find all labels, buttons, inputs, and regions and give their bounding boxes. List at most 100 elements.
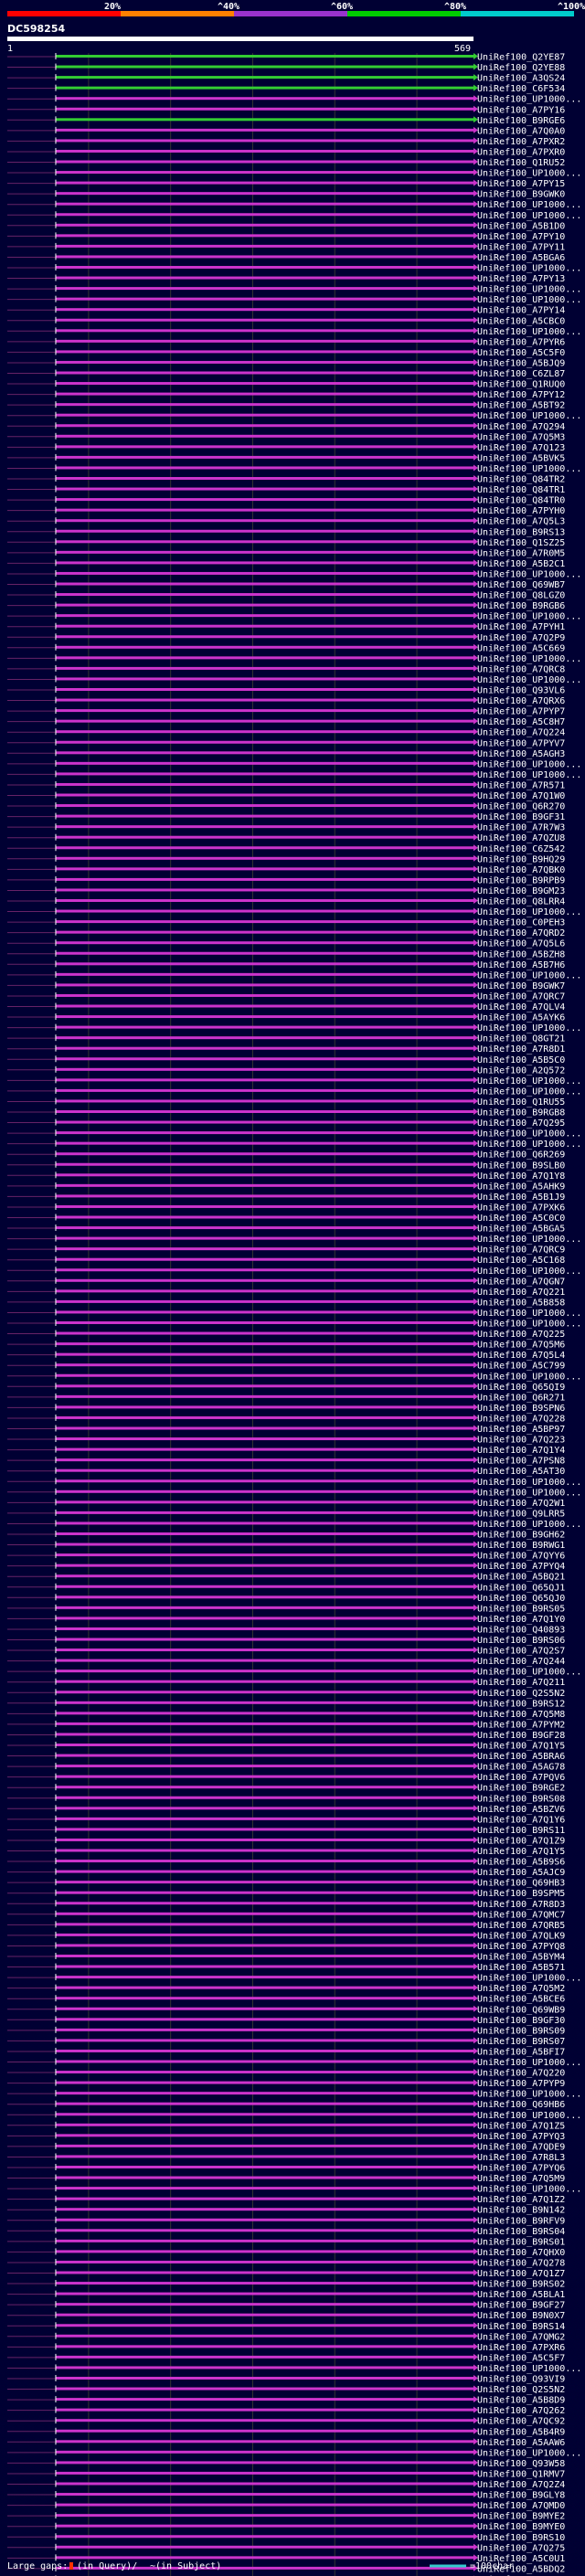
hit-label[interactable]: UniRef100_UP1000...: [477, 1974, 581, 1984]
hit-label[interactable]: UniRef100_UP1000...: [477, 1140, 581, 1150]
hit-row[interactable]: UniRef100_UP1000...: [7, 1320, 581, 1330]
hit-label[interactable]: UniRef100_Q69HB6: [477, 2100, 565, 2110]
hit-row[interactable]: UniRef100_A7QHX0: [7, 2248, 565, 2258]
hit-label[interactable]: UniRef100_A5BRA6: [477, 1752, 565, 1762]
hit-row[interactable]: UniRef100_C6F534: [7, 84, 565, 94]
hit-row[interactable]: UniRef100_A7R8L3: [7, 2153, 565, 2163]
hit-label[interactable]: UniRef100_A5B571: [477, 1963, 565, 1973]
hit-label[interactable]: UniRef100_Q9LRR5: [477, 1509, 565, 1519]
hit-row[interactable]: UniRef100_UP1000...: [7, 907, 581, 917]
hit-label[interactable]: UniRef100_A7Q244: [477, 1657, 565, 1667]
hit-label[interactable]: UniRef100_A7QRC7: [477, 991, 565, 1002]
hit-row[interactable]: UniRef100_A3QS24: [7, 74, 565, 84]
hit-label[interactable]: UniRef100_A7Q1Z2: [477, 2195, 565, 2205]
hit-row[interactable]: UniRef100_A7Q1Y5: [7, 1742, 565, 1752]
hit-label[interactable]: UniRef100_UP1000...: [477, 295, 581, 305]
hit-row[interactable]: UniRef100_A5BZV6: [7, 1805, 565, 1815]
hit-label[interactable]: UniRef100_A7PYQ6: [477, 2164, 565, 2174]
hit-row[interactable]: UniRef100_A7Q5M2: [7, 1984, 565, 1994]
hit-row[interactable]: UniRef100_Q8LGZ0: [7, 591, 565, 601]
hit-label[interactable]: UniRef100_A7PXR6: [477, 2343, 565, 2353]
hit-label[interactable]: UniRef100_UP1000...: [477, 1087, 581, 1097]
hit-row[interactable]: UniRef100_Q2S5N2: [7, 2385, 565, 2395]
hit-label[interactable]: UniRef100_A7Q294: [477, 422, 565, 432]
hit-row[interactable]: UniRef100_B9RWG1: [7, 1541, 565, 1551]
hit-row[interactable]: UniRef100_A7Q1Z2: [7, 2195, 565, 2205]
hit-label[interactable]: UniRef100_Q2YE88: [477, 63, 565, 73]
hit-label[interactable]: UniRef100_Q8GT21: [477, 1034, 565, 1044]
hit-label[interactable]: UniRef100_UP1000...: [477, 759, 581, 769]
hit-label[interactable]: UniRef100_A5C669: [477, 643, 565, 653]
hit-label[interactable]: UniRef100_A5CBC0: [477, 316, 565, 326]
hit-row[interactable]: UniRef100_B9GLY8: [7, 2491, 565, 2501]
hit-row[interactable]: UniRef100_A7Q1Y0: [7, 1615, 565, 1625]
hit-row[interactable]: UniRef100_A2Q572: [7, 1065, 565, 1076]
hit-row[interactable]: UniRef100_UP1000...: [7, 612, 581, 622]
hit-row[interactable]: UniRef100_UP1000...: [7, 770, 581, 780]
hit-label[interactable]: UniRef100_A5BZV6: [477, 1805, 565, 1815]
hit-label[interactable]: UniRef100_A5B1D0: [477, 221, 565, 231]
hit-row[interactable]: UniRef100_A7Q2W1: [7, 1499, 565, 1509]
hit-row[interactable]: UniRef100_C0PEH3: [7, 918, 565, 928]
hit-row[interactable]: UniRef100_A5C8H7: [7, 717, 565, 727]
hit-label[interactable]: UniRef100_A7PYP9: [477, 2079, 565, 2089]
hit-label[interactable]: UniRef100_A7QRC8: [477, 664, 565, 674]
hit-row[interactable]: UniRef100_B9RS10: [7, 2533, 565, 2543]
hit-row[interactable]: UniRef100_A7PXR0: [7, 147, 565, 157]
hit-label[interactable]: UniRef100_A7PYQ8: [477, 1942, 565, 1952]
hit-row[interactable]: UniRef100_A7QDE9: [7, 2142, 565, 2152]
hit-row[interactable]: UniRef100_UP1000...: [7, 2058, 581, 2068]
hit-label[interactable]: UniRef100_UP1000...: [477, 907, 581, 917]
hit-label[interactable]: UniRef100_B9RS12: [477, 1699, 565, 1709]
hit-row[interactable]: UniRef100_A7QMC7: [7, 1910, 565, 1920]
hit-row[interactable]: UniRef100_Q6R271: [7, 1393, 565, 1403]
hit-label[interactable]: UniRef100_UP1000...: [477, 770, 581, 780]
hit-label[interactable]: UniRef100_UP1000...: [477, 285, 581, 295]
hit-row[interactable]: UniRef100_UP1000...: [7, 2090, 581, 2100]
hit-row[interactable]: UniRef100_UP1000...: [7, 569, 581, 579]
hit-row[interactable]: UniRef100_A7Q262: [7, 2406, 565, 2416]
hit-label[interactable]: UniRef100_B9RS01: [477, 2237, 565, 2247]
hit-label[interactable]: UniRef100_Q1SZ25: [477, 538, 565, 548]
hit-row[interactable]: UniRef100_A5AT30: [7, 1467, 565, 1477]
hit-row[interactable]: UniRef100_UP1000...: [7, 464, 581, 474]
hit-row[interactable]: UniRef100_A7PY13: [7, 274, 565, 284]
hit-row[interactable]: UniRef100_A7QRB5: [7, 1921, 565, 1931]
hit-row[interactable]: UniRef100_B9HQ29: [7, 854, 565, 864]
hit-row[interactable]: UniRef100_A7Q1W0: [7, 791, 565, 801]
hit-label[interactable]: UniRef100_B9SPM5: [477, 1889, 565, 1899]
hit-row[interactable]: UniRef100_Q84TR0: [7, 496, 565, 506]
hit-label[interactable]: UniRef100_UP1000...: [477, 95, 581, 105]
hit-label[interactable]: UniRef100_Q1RUQ0: [477, 380, 565, 390]
hit-label[interactable]: UniRef100_A7QRD2: [477, 928, 565, 938]
hit-row[interactable]: UniRef100_B9RFV9: [7, 2216, 565, 2226]
hit-row[interactable]: UniRef100_A5C5F7: [7, 2353, 565, 2363]
hit-row[interactable]: UniRef100_Q2YE87: [7, 53, 565, 63]
hit-row[interactable]: UniRef100_B9SLB0: [7, 1161, 565, 1171]
hit-row[interactable]: UniRef100_A7PYQ4: [7, 1562, 565, 1572]
hit-label[interactable]: UniRef100_A5C168: [477, 1256, 565, 1266]
hit-label[interactable]: UniRef100_A7Q223: [477, 1436, 565, 1446]
hit-row[interactable]: UniRef100_A5B571: [7, 1963, 565, 1973]
hit-label[interactable]: UniRef100_B9RS04: [477, 2227, 565, 2237]
hit-label[interactable]: UniRef100_A7Q1Y8: [477, 1171, 565, 1182]
hit-row[interactable]: UniRef100_B9GM23: [7, 886, 565, 896]
hit-row[interactable]: UniRef100_UP1000...: [7, 1520, 581, 1530]
hit-label[interactable]: UniRef100_A7PXR0: [477, 147, 565, 157]
hit-label[interactable]: UniRef100_A7Q1Y6: [477, 1815, 565, 1825]
hit-row[interactable]: UniRef100_A7Q5M9: [7, 2174, 565, 2184]
hit-row[interactable]: UniRef100_A7R8D3: [7, 1900, 565, 1910]
hit-row[interactable]: UniRef100_A5C799: [7, 1362, 565, 1372]
hit-label[interactable]: UniRef100_A5AAW6: [477, 2438, 565, 2448]
hit-label[interactable]: UniRef100_A5BQ21: [477, 1573, 565, 1583]
hit-label[interactable]: UniRef100_UP1000...: [477, 970, 581, 981]
hit-label[interactable]: UniRef100_B9GWK7: [477, 981, 565, 991]
hit-label[interactable]: UniRef100_A7PYQ4: [477, 1562, 565, 1572]
hit-row[interactable]: UniRef100_B9RS08: [7, 1794, 565, 1804]
hit-row[interactable]: UniRef100_A7Q228: [7, 1414, 565, 1424]
hit-row[interactable]: UniRef100_A5B8D9: [7, 2396, 565, 2406]
hit-label[interactable]: UniRef100_UP1000...: [477, 1668, 581, 1678]
hit-row[interactable]: UniRef100_A7Q123: [7, 443, 565, 453]
hit-label[interactable]: UniRef100_A7PQV6: [477, 1773, 565, 1783]
hit-row[interactable]: UniRef100_A5AHK9: [7, 1182, 565, 1192]
